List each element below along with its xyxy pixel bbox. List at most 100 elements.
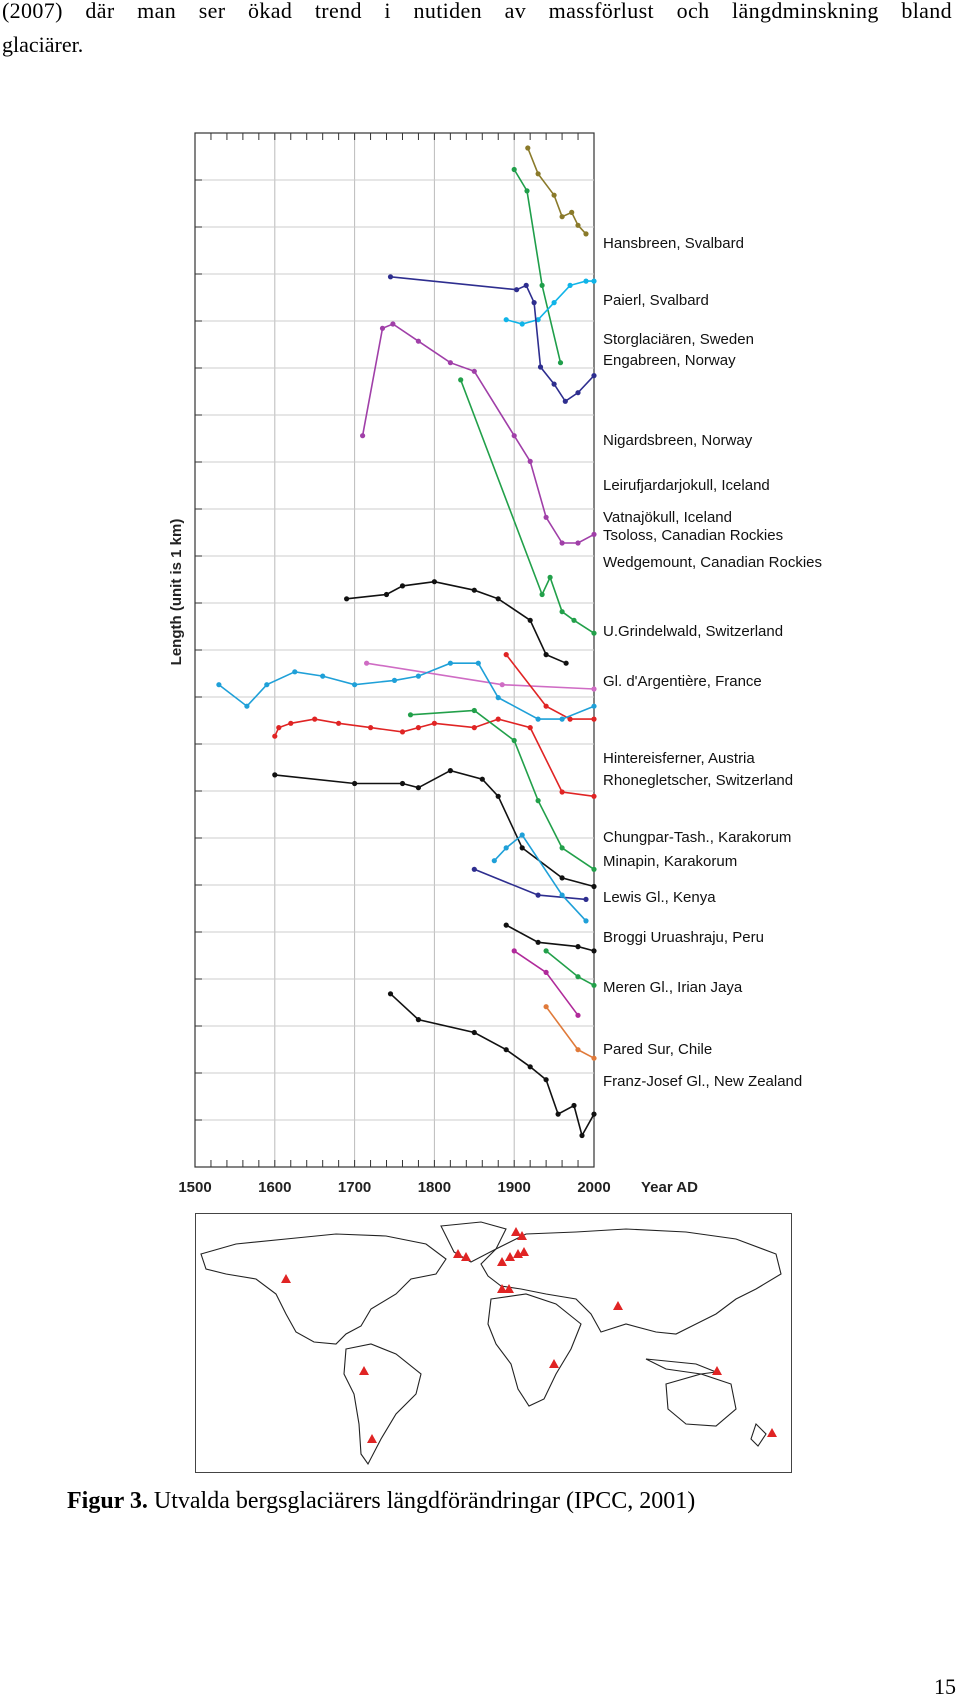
data-point <box>514 287 520 293</box>
x-axis-label: Year AD <box>641 1179 698 1196</box>
data-point <box>336 720 342 726</box>
data-point <box>575 1012 581 1018</box>
x-tick-label: 1500 <box>178 1179 211 1196</box>
data-point <box>244 703 250 709</box>
x-tick-label: 1900 <box>498 1179 531 1196</box>
data-point <box>591 883 597 890</box>
series-line <box>545 1006 595 1059</box>
data-point <box>591 531 597 538</box>
series-line <box>505 654 594 720</box>
data-point <box>390 321 396 327</box>
series-line <box>390 276 595 403</box>
marker-peru <box>359 1366 369 1375</box>
data-point <box>531 300 537 306</box>
data-point <box>583 918 589 924</box>
data-point <box>471 1029 477 1036</box>
series-label: Nigardsbreen, Norway <box>603 432 753 449</box>
data-point <box>539 282 545 288</box>
data-point <box>276 725 282 731</box>
data-point <box>527 725 533 731</box>
data-point <box>559 789 565 795</box>
data-point <box>591 278 597 284</box>
data-point <box>511 433 517 439</box>
marker-iceland-1 <box>453 1249 463 1258</box>
marker-iceland-2 <box>461 1252 471 1261</box>
continent-outlines <box>200 1221 782 1466</box>
data-point <box>387 991 394 997</box>
data-point <box>458 377 464 383</box>
data-point <box>511 166 517 173</box>
marker-chile <box>367 1434 377 1443</box>
series-line <box>274 769 595 888</box>
data-point <box>320 673 326 679</box>
data-point <box>523 282 529 288</box>
data-point <box>569 209 575 215</box>
data-point <box>575 944 581 950</box>
data-point <box>559 609 565 615</box>
data-point <box>391 677 398 684</box>
series-line <box>474 868 587 901</box>
intro-paragraph: (2007) där man ser ökad trend i nutiden … <box>2 0 952 62</box>
x-tick-label: 2000 <box>577 1179 610 1196</box>
series-label: Hansbreen, Svalbard <box>603 235 744 252</box>
data-point <box>559 540 565 546</box>
data-point <box>379 325 386 331</box>
data-point <box>559 845 565 851</box>
data-point <box>288 720 294 726</box>
data-point <box>543 1077 549 1083</box>
data-point <box>543 948 549 954</box>
data-point <box>519 845 525 851</box>
indonesia-outline <box>645 1358 719 1375</box>
data-point <box>563 660 569 666</box>
series-line <box>218 662 595 720</box>
data-point <box>407 712 414 718</box>
series-line <box>346 580 567 664</box>
data-point <box>591 793 597 799</box>
data-point <box>575 1047 581 1053</box>
data-point <box>471 368 477 374</box>
data-point <box>591 686 597 692</box>
data-point <box>559 214 565 220</box>
data-point <box>272 772 278 778</box>
data-point <box>591 982 597 988</box>
marker-scandinavia-1 <box>519 1247 529 1256</box>
data-point <box>503 317 509 323</box>
marker-svalbard-1 <box>511 1227 521 1236</box>
series-label: Chungpar-Tash., Karakorum <box>603 829 791 846</box>
data-point <box>537 364 544 370</box>
data-point <box>399 729 406 735</box>
series-line <box>505 924 595 952</box>
data-point <box>471 725 477 731</box>
data-point <box>575 222 581 228</box>
data-point <box>559 892 565 898</box>
series-label: Tsoloss, Canadian Rockies <box>603 527 783 544</box>
data-point <box>495 596 501 602</box>
new-zealand-outline <box>750 1422 767 1447</box>
data-point <box>571 1102 577 1109</box>
data-point <box>383 591 390 598</box>
data-point <box>543 969 549 976</box>
data-point <box>524 188 530 194</box>
figure-caption: Figur 3. Utvalda bergsglaciärers längdfö… <box>67 1488 695 1515</box>
y-axis-label: Length (unit is 1 km) <box>168 519 185 666</box>
data-point <box>415 785 421 791</box>
data-point <box>415 673 421 679</box>
marker-alps-1 <box>497 1284 507 1293</box>
data-point <box>559 716 565 722</box>
data-point <box>571 617 577 623</box>
series-line <box>513 169 562 363</box>
data-point <box>503 845 509 851</box>
series-label: Pared Sur, Chile <box>603 1041 712 1058</box>
data-point <box>591 716 597 722</box>
data-point <box>491 858 497 864</box>
marker-norway-south <box>497 1257 507 1266</box>
data-point <box>551 381 557 387</box>
caption-label: Figur 3. <box>67 1488 148 1514</box>
series-line <box>410 709 595 870</box>
series-line <box>545 950 595 987</box>
data-point <box>591 1055 597 1061</box>
marker-scandinavia-2 <box>513 1249 523 1258</box>
world-map-svg <box>200 1221 782 1466</box>
data-point <box>525 145 531 151</box>
series-line <box>389 993 595 1138</box>
